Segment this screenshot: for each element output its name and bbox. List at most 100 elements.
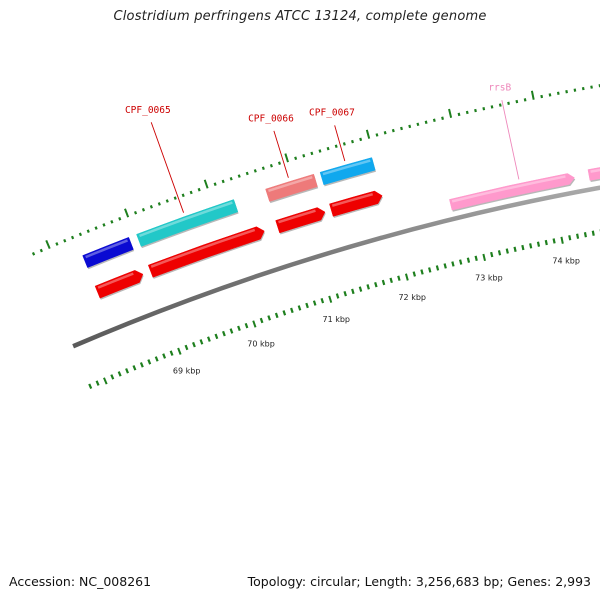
outer-minor-tick <box>181 193 185 198</box>
outer-minor-tick <box>102 223 106 227</box>
outer-major-tick <box>365 129 371 139</box>
feature-cpf-0066-leader <box>273 130 289 178</box>
outer-minor-tick <box>31 252 36 256</box>
outer-minor-tick <box>189 190 193 195</box>
feature-cpf-0067[interactable] <box>319 157 376 186</box>
inner-minor-tick <box>552 238 556 244</box>
feature-outer-0[interactable] <box>82 237 134 268</box>
outer-major-tick <box>45 239 51 250</box>
inner-minor-tick <box>297 305 302 311</box>
inner-minor-tick <box>576 233 580 239</box>
outer-minor-tick <box>133 210 138 215</box>
inner-minor-tick <box>529 243 533 249</box>
inner-minor-tick <box>154 356 159 362</box>
inner-minor-tick <box>358 286 363 292</box>
kbp-label: 71 kbp <box>323 315 351 324</box>
feature-rrsb-leader <box>501 100 520 180</box>
feature-inner-4[interactable] <box>94 270 144 299</box>
outer-minor-tick <box>118 217 122 221</box>
feature-cpf-0066-label: CPF_0066 <box>248 113 294 124</box>
feature-outer-0-highlight <box>85 239 128 259</box>
outer-minor-tick <box>515 99 519 104</box>
inner-minor-tick <box>490 251 494 258</box>
kbp-label: 73 kbp <box>475 273 503 282</box>
feature-rrna-9-highlight <box>590 168 600 173</box>
outer-minor-tick <box>342 142 346 146</box>
inner-minor-tick <box>366 284 370 290</box>
outer-minor-tick <box>416 122 420 127</box>
inner-minor-tick <box>290 307 294 314</box>
inner-minor-tick <box>583 232 587 238</box>
outer-minor-tick <box>359 137 363 142</box>
feature-inner-7[interactable] <box>329 190 383 217</box>
inner-minor-tick <box>110 374 115 380</box>
inner-minor-tick <box>428 267 432 273</box>
inner-tick-ring <box>88 229 600 389</box>
inner-minor-tick <box>147 359 152 365</box>
outer-minor-tick <box>310 151 314 156</box>
inner-minor-tick <box>591 230 595 236</box>
inner-minor-tick <box>88 383 93 389</box>
feature-inner-5-highlight <box>150 228 256 268</box>
outer-major-tick <box>284 153 289 163</box>
feature-rrna-9[interactable] <box>587 158 600 181</box>
inner-major-tick <box>103 377 108 385</box>
inner-major-tick <box>482 253 486 262</box>
inner-minor-tick <box>335 293 340 299</box>
outer-major-tick <box>124 208 130 218</box>
outer-minor-tick <box>302 154 306 158</box>
outer-minor-tick <box>110 220 114 224</box>
outer-minor-tick <box>482 107 486 111</box>
inner-minor-tick <box>259 317 264 324</box>
outer-minor-tick <box>78 232 82 237</box>
genome-backbone <box>72 185 600 349</box>
inner-minor-tick <box>214 333 219 340</box>
outer-minor-tick <box>318 149 322 153</box>
feature-inner-5[interactable] <box>147 226 265 278</box>
feature-cpf-0067-leader <box>334 125 346 162</box>
outer-minor-tick <box>351 139 354 144</box>
feature-inner-4-highlight <box>97 272 134 289</box>
inner-minor-tick <box>544 239 548 246</box>
inner-minor-tick <box>139 362 144 368</box>
feature-rrsb[interactable] <box>449 173 575 211</box>
kbp-label: 72 kbp <box>398 293 426 302</box>
outer-minor-tick <box>490 105 494 109</box>
inner-minor-tick <box>320 297 325 304</box>
inner-minor-tick <box>282 310 287 316</box>
kbp-label: 70 kbp <box>247 339 275 348</box>
outer-minor-tick <box>540 94 544 99</box>
outer-minor-tick <box>294 156 298 160</box>
outer-minor-tick <box>498 103 502 107</box>
feature-callouts: CPF_0065 CPF_0066 CPF_0067 rrsB <box>125 82 520 213</box>
outer-minor-tick <box>245 171 249 176</box>
outer-minor-tick <box>441 116 444 120</box>
inner-minor-tick <box>117 371 122 377</box>
inner-major-tick <box>252 320 257 328</box>
inner-minor-tick <box>305 302 309 309</box>
inner-minor-tick <box>132 365 137 371</box>
feature-inner-6[interactable] <box>275 207 326 234</box>
outer-minor-tick <box>507 101 510 106</box>
inner-minor-tick <box>95 380 100 386</box>
outer-minor-tick <box>573 88 577 92</box>
outer-minor-tick <box>400 126 403 131</box>
outer-minor-tick <box>149 205 153 209</box>
feature-track <box>82 157 600 300</box>
outer-minor-tick <box>253 169 257 173</box>
outer-minor-tick <box>221 179 225 184</box>
inner-minor-tick <box>207 336 211 342</box>
outer-minor-tick <box>408 124 412 129</box>
outer-minor-tick <box>391 128 395 133</box>
feature-cpf-0066[interactable] <box>265 173 318 202</box>
inner-minor-tick <box>343 290 347 297</box>
inner-minor-tick <box>459 259 463 265</box>
feature-cpf-0065[interactable] <box>136 199 239 247</box>
inner-minor-tick <box>192 341 196 348</box>
inner-minor-tick <box>389 277 393 284</box>
outer-minor-tick <box>432 118 436 122</box>
outer-major-tick <box>530 90 535 100</box>
outer-minor-tick <box>326 146 330 151</box>
outer-minor-tick <box>229 176 233 181</box>
